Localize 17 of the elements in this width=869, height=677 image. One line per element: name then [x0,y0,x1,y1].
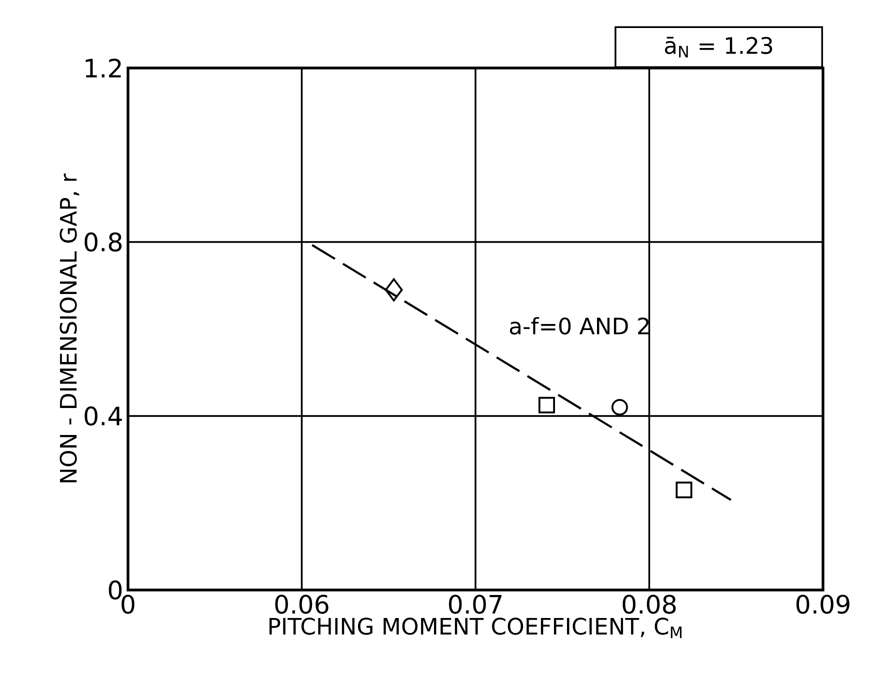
point [538,396,556,414]
x-tick-label: 0.08 [622,594,676,614]
x-tick-label: 0.07 [448,594,502,614]
x-tick-label: 0 [122,594,134,614]
point [384,278,403,302]
text: ā$_{N}$ = 1.23 [665,36,772,58]
point [611,399,628,416]
annotation: a-f=0 AND 2 [510,317,649,335]
x-tick-label: 0.06 [275,594,328,614]
point [676,482,692,498]
x-axis-title: PITCHING MOMENT COEFFICIENT, C$_{M}$ [270,618,682,638]
y-tick-label: 1.2 [86,58,121,78]
y-axis-title: NON - DIMENSIONAL GAP, r [60,173,80,482]
y-tick-label: 0 [108,580,122,600]
x-tick-label: 0.09 [796,594,850,614]
y-tick-label: 0.4 [84,406,122,426]
y-tick-label: 0.8 [84,232,122,252]
